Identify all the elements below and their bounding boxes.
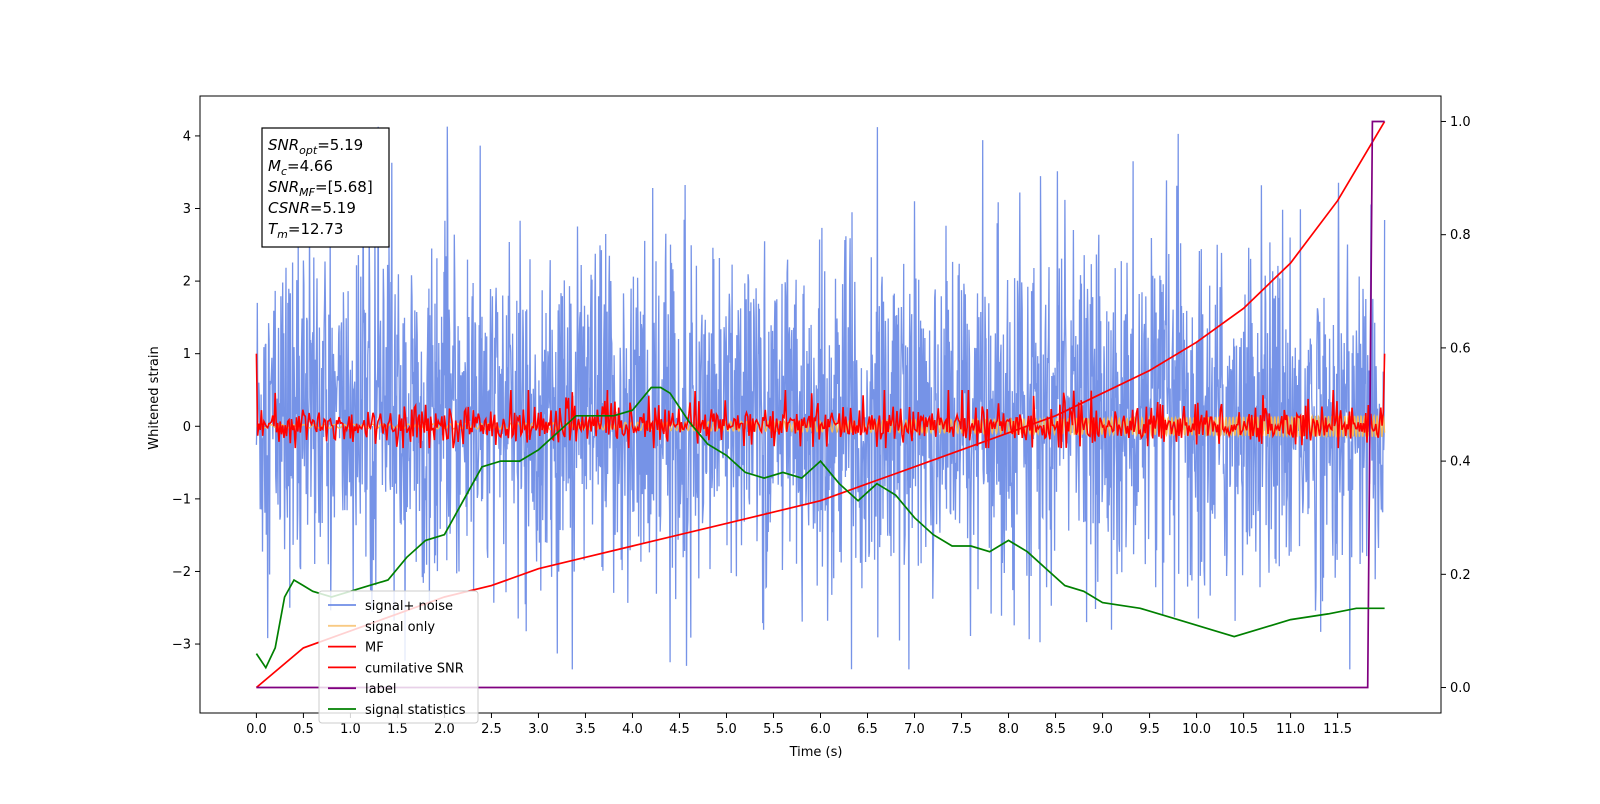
- x-tick-label: 6.0: [810, 722, 831, 737]
- legend-label: MF: [365, 641, 384, 656]
- y-right-tick-label: 0.0: [1450, 681, 1471, 696]
- y-right-tick-label: 0.2: [1450, 568, 1471, 583]
- x-tick-label: 11.5: [1323, 722, 1352, 737]
- x-tick-label: 8.5: [1045, 722, 1066, 737]
- legend: signal+ noise signal only MF cumilative SNR…: [318, 590, 479, 724]
- x-axis-label: Time (s): [789, 745, 843, 760]
- legend-label: signal only: [365, 620, 435, 635]
- x-tick-label: 1.0: [340, 722, 361, 737]
- series-signal-noise: [255, 126, 1386, 670]
- x-tick-label: 11.0: [1276, 722, 1305, 737]
- x-tick-label: 1.5: [387, 722, 408, 737]
- x-tick-label: 5.5: [763, 722, 784, 737]
- series-label: [256, 120, 1385, 689]
- x-tick-label: 4.0: [622, 722, 643, 737]
- ticks-layer: 0.0 0.5 1.0 1.5 2.0 2.5 3.0 3.5 4.0 4.5 5.0 5.5 6.0 6…: [172, 115, 1471, 737]
- y-right-tick-label: 0.6: [1450, 341, 1471, 356]
- legend-label: signal statistics: [365, 703, 466, 718]
- x-tick-label: 9.5: [1139, 722, 1160, 737]
- y-left-tick-label: 1: [183, 347, 191, 362]
- legend-label: label: [365, 682, 396, 697]
- x-tick-label: 10.5: [1229, 722, 1258, 737]
- info-line: CSNR=5.19: [268, 199, 356, 217]
- info-line: SNRopt=5.19: [268, 136, 363, 157]
- x-tick-label: 3.0: [528, 722, 549, 737]
- info-line: Mc=4.66: [268, 157, 333, 178]
- y-left-tick-label: 0: [183, 420, 191, 435]
- x-tick-label: 0.0: [246, 722, 267, 737]
- y-right-tick-label: 0.8: [1450, 228, 1471, 243]
- y-axis-label: Whitened strain: [147, 346, 162, 449]
- info-line: SNRMF=[5.68]: [268, 178, 373, 199]
- x-tick-label: 4.5: [669, 722, 690, 737]
- series-mf: [255, 353, 1386, 449]
- x-tick-label: 0.5: [293, 722, 314, 737]
- legend-label: signal+ noise: [365, 599, 453, 614]
- x-tick-label: 7.5: [951, 722, 972, 737]
- y-right-tick-label: 1.0: [1450, 115, 1471, 130]
- series-signal-statistics: [255, 386, 1385, 670]
- y-left-tick-label: −2: [172, 565, 191, 580]
- x-tick-label: 8.0: [998, 722, 1019, 737]
- x-tick-label: 2.0: [434, 722, 455, 737]
- x-tick-label: 7.0: [904, 722, 925, 737]
- x-tick-label: 10.0: [1182, 722, 1211, 737]
- info-box-frame: [261, 127, 390, 248]
- legend-frame: [318, 590, 479, 724]
- y-right-tick-label: 0.4: [1450, 455, 1471, 470]
- y-left-tick-label: −3: [172, 638, 191, 653]
- x-tick-label: 5.0: [716, 722, 737, 737]
- y-left-tick-label: 4: [183, 129, 191, 144]
- x-tick-label: 3.5: [575, 722, 596, 737]
- x-tick-label: 2.5: [481, 722, 502, 737]
- legend-label: cumilative SNR: [365, 661, 464, 676]
- x-tick-label: 6.5: [857, 722, 878, 737]
- y-left-tick-label: −1: [172, 492, 191, 507]
- info-line: Tm=12.73: [268, 220, 343, 241]
- y-left-tick-label: 3: [183, 202, 191, 217]
- y-left-tick-label: 2: [183, 275, 191, 290]
- x-tick-label: 9.0: [1092, 722, 1113, 737]
